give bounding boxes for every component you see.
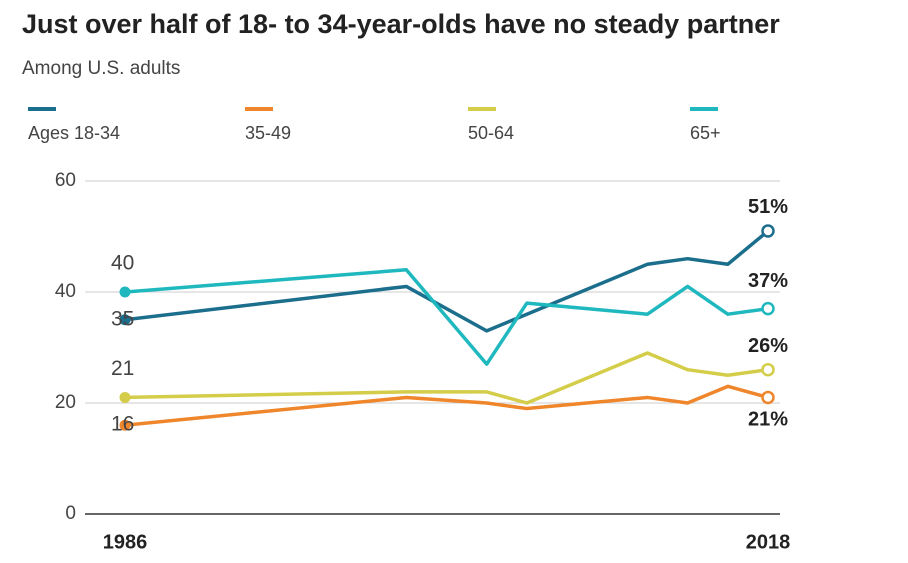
end-label: 37% [748,270,788,292]
start-point [119,286,131,298]
start-label: 35 [111,307,134,330]
end-label: 21% [748,409,788,431]
legend-label: 65+ [690,123,721,143]
y-tick-label: 20 [55,392,76,413]
y-tick-label: 40 [55,281,76,302]
start-point [119,391,131,403]
x-tick-label: 1986 [103,531,148,553]
legend-label: Ages 18-34 [28,123,120,143]
legend-label: 50-64 [468,123,514,143]
start-label: 16 [111,413,134,436]
chart-subtitle: Among U.S. adults [22,58,180,79]
chart-title: Just over half of 18- to 34-year-olds ha… [22,9,780,39]
end-label: 26% [748,335,788,357]
start-point [119,419,131,431]
legend-label: 35-49 [245,123,291,143]
y-tick-label: 0 [65,503,76,524]
start-label: 21 [111,357,134,380]
y-tick-label: 60 [55,170,76,191]
start-label: 40 [111,252,134,275]
end-point [761,362,775,377]
series-line [124,384,769,427]
end-label: 51% [748,196,788,218]
x-tick-label: 2018 [746,531,791,553]
end-point [761,224,775,238]
series-line [124,268,769,366]
series-line [124,229,770,333]
series-line [124,351,769,405]
end-point [761,390,775,405]
start-point [119,314,131,326]
end-point [761,301,775,316]
